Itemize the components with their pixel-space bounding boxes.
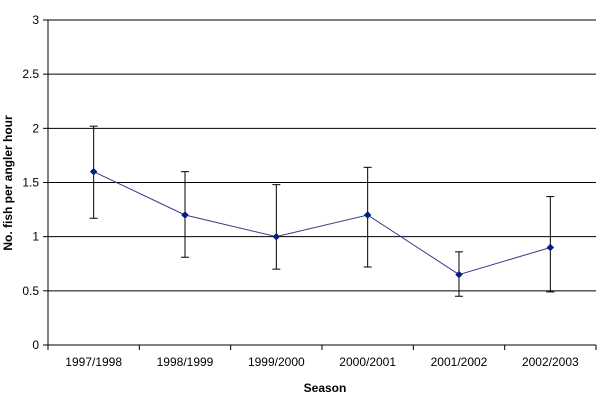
data-point: [546, 243, 555, 252]
x-tick-label: 1998/1999: [157, 355, 214, 369]
y-tick-label: 1.5: [22, 176, 39, 190]
y-tick-labels: 0 0.5 1 1.5 2 2.5 3: [22, 13, 39, 352]
x-tick-label: 2000/2001: [339, 355, 396, 369]
x-tick-label: 2001/2002: [431, 355, 488, 369]
y-tick-label: 2: [32, 121, 39, 135]
y-tick-label: 3: [32, 13, 39, 27]
error-bars: [89, 125, 555, 297]
y-tick-label: 1: [32, 230, 39, 244]
x-tick-label: 2002/2003: [522, 355, 579, 369]
data-point: [363, 211, 372, 219]
series: [89, 167, 555, 279]
gridlines: [48, 19, 596, 292]
data-point: [455, 270, 463, 279]
data-point: [272, 232, 281, 241]
x-tick-label: 1999/2000: [248, 355, 305, 369]
y-tick-label: 0.5: [22, 284, 39, 298]
axes: [43, 19, 597, 350]
data-point: [181, 211, 189, 219]
y-tick-label: 0: [32, 338, 39, 352]
x-tick-labels: 1997/1998 1998/1999 1999/2000 2000/2001 2001…: [65, 355, 579, 369]
y-axis-title: No. fish per angler hour: [1, 115, 15, 251]
y-tick-label: 2.5: [22, 67, 39, 81]
data-point: [89, 167, 98, 176]
error-bar: [272, 184, 281, 270]
x-tick-label: 1997/1998: [65, 355, 122, 369]
series-line: [93, 171, 551, 276]
x-axis-title: Season: [304, 381, 347, 395]
